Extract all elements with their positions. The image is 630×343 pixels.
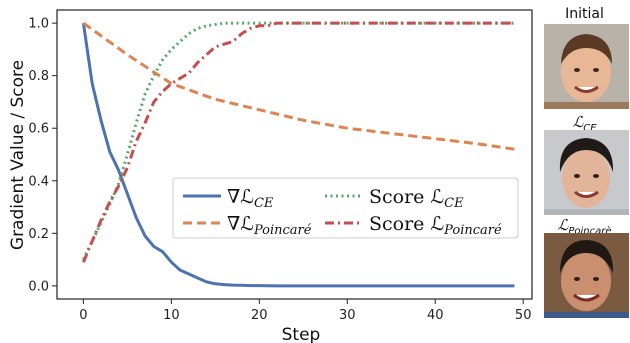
- x-axis-label: Step: [282, 325, 321, 343]
- plot-axes: [56, 9, 533, 300]
- x-tick-label: 0: [79, 308, 87, 323]
- y-axis-label: Gradient Value / Score: [8, 60, 28, 250]
- x-tick-label: 40: [427, 308, 444, 323]
- legend-entry-0: ∇ℒCE: [227, 186, 274, 211]
- plot-frame: [56, 9, 533, 300]
- x-tick-label: 20: [251, 308, 268, 323]
- x-tick-label: 10: [163, 308, 180, 323]
- gradient-score-chart: 0 10 20 30 40 50 0.0 0.2 0.4 0.6 0.8 1.0 Step Grad…: [8, 9, 533, 343]
- y-tick-label: 0.0: [28, 279, 49, 294]
- legend-entry-3: Score ℒPoincaré: [369, 213, 502, 238]
- ce-face-image: [544, 130, 629, 215]
- initial-label: Initial: [565, 6, 604, 22]
- x-tick-label: 30: [339, 308, 356, 323]
- y-ticks: 0.0 0.2 0.4 0.6 0.8 1.0: [28, 17, 57, 294]
- ce-label: ℒCE: [572, 113, 597, 134]
- series-line-0: [81, 22, 515, 288]
- series-line-3: [82, 21, 515, 263]
- plot-lines: [81, 21, 515, 288]
- x-tick-label: 50: [515, 308, 532, 323]
- poincare-label: ℒPoincarè: [557, 216, 612, 237]
- initial-face-image: [544, 24, 629, 109]
- poincare-face-image: [544, 233, 629, 318]
- face-samples-panel: Initial ℒCE ℒPoincarè: [539, 0, 630, 343]
- y-tick-label: 1.0: [28, 17, 49, 32]
- y-tick-label: 0.2: [28, 227, 49, 242]
- legend-box: [172, 177, 519, 239]
- y-tick-label: 0.6: [28, 122, 49, 137]
- y-tick-label: 0.4: [28, 174, 49, 189]
- legend-entry-1: ∇ℒPoincaré: [227, 213, 312, 238]
- x-ticks: 0 10 20 30 40 50: [79, 299, 531, 323]
- series-line-1: [82, 21, 515, 151]
- legend-entry-2: Score ℒCE: [369, 186, 464, 211]
- y-tick-label: 0.8: [28, 69, 49, 84]
